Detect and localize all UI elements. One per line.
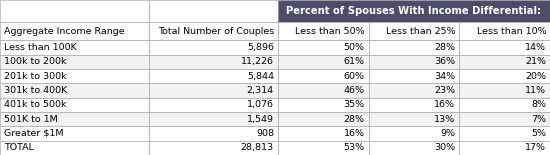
Bar	[459, 22, 550, 40]
Bar	[459, 141, 550, 155]
Text: 501K to 1M: 501K to 1M	[4, 115, 58, 124]
Text: 17%: 17%	[525, 143, 546, 152]
Text: 23%: 23%	[434, 86, 455, 95]
Bar	[278, 112, 368, 126]
Bar	[278, 40, 368, 55]
Text: 13%: 13%	[434, 115, 455, 124]
Bar	[148, 55, 278, 69]
Text: Less than 50%: Less than 50%	[295, 27, 365, 36]
Text: 16%: 16%	[344, 129, 365, 138]
Bar	[278, 22, 368, 40]
Bar	[459, 83, 550, 98]
Bar	[459, 98, 550, 112]
Text: 201k to 300k: 201k to 300k	[4, 72, 67, 81]
Bar	[0, 40, 148, 55]
Bar	[0, 126, 148, 141]
Bar	[459, 40, 550, 55]
Bar	[148, 22, 278, 40]
Bar	[0, 112, 148, 126]
Text: 46%: 46%	[344, 86, 365, 95]
Bar	[0, 69, 148, 83]
Bar	[148, 83, 278, 98]
Bar	[368, 112, 459, 126]
Text: 1,076: 1,076	[247, 100, 274, 109]
Text: Aggregate Income Range: Aggregate Income Range	[4, 27, 124, 36]
Bar	[0, 83, 148, 98]
Bar	[0, 141, 148, 155]
Bar	[278, 83, 368, 98]
Text: 35%: 35%	[344, 100, 365, 109]
Bar	[0, 98, 148, 112]
Bar	[278, 0, 550, 22]
Bar	[459, 126, 550, 141]
Text: 60%: 60%	[344, 72, 365, 81]
Text: 21%: 21%	[525, 57, 546, 66]
Bar	[368, 69, 459, 83]
Text: 28,813: 28,813	[241, 143, 274, 152]
Text: 28%: 28%	[344, 115, 365, 124]
Bar	[278, 98, 368, 112]
Text: 100k to 200k: 100k to 200k	[4, 57, 67, 66]
Text: 1,549: 1,549	[247, 115, 274, 124]
Bar	[0, 55, 148, 69]
Text: 8%: 8%	[531, 100, 546, 109]
Bar	[278, 141, 368, 155]
Text: Total Number of Couples: Total Number of Couples	[158, 27, 274, 36]
Text: Less than 10%: Less than 10%	[476, 27, 546, 36]
Text: 9%: 9%	[441, 129, 455, 138]
Bar	[459, 112, 550, 126]
Bar	[148, 126, 278, 141]
Text: 5,844: 5,844	[247, 72, 274, 81]
Text: 14%: 14%	[525, 43, 546, 52]
Text: 34%: 34%	[434, 72, 455, 81]
Text: 5,896: 5,896	[247, 43, 274, 52]
Bar	[459, 55, 550, 69]
Text: Percent of Spouses With Income Differential:: Percent of Spouses With Income Different…	[287, 6, 541, 16]
Bar	[368, 22, 459, 40]
Text: Greater $1M: Greater $1M	[4, 129, 63, 138]
Bar	[368, 83, 459, 98]
Text: 16%: 16%	[434, 100, 455, 109]
Bar	[368, 55, 459, 69]
Bar	[0, 0, 148, 22]
Text: 5%: 5%	[531, 129, 546, 138]
Text: 61%: 61%	[344, 57, 365, 66]
Text: 908: 908	[256, 129, 274, 138]
Bar	[368, 126, 459, 141]
Text: 28%: 28%	[434, 43, 455, 52]
Bar	[0, 22, 148, 40]
Text: 50%: 50%	[344, 43, 365, 52]
Text: 2,314: 2,314	[247, 86, 274, 95]
Bar	[148, 0, 278, 22]
Text: 401k to 500k: 401k to 500k	[4, 100, 67, 109]
Bar	[148, 141, 278, 155]
Text: 11,226: 11,226	[241, 57, 274, 66]
Text: 30%: 30%	[434, 143, 455, 152]
Text: 11%: 11%	[525, 86, 546, 95]
Text: Less than 100K: Less than 100K	[4, 43, 76, 52]
Text: 53%: 53%	[344, 143, 365, 152]
Bar	[368, 98, 459, 112]
Bar	[148, 98, 278, 112]
Text: Less than 25%: Less than 25%	[386, 27, 455, 36]
Bar	[278, 69, 368, 83]
Text: TOTAL: TOTAL	[4, 143, 34, 152]
Bar	[459, 69, 550, 83]
Text: 36%: 36%	[434, 57, 455, 66]
Bar	[278, 126, 368, 141]
Bar	[148, 40, 278, 55]
Text: 301k to 400K: 301k to 400K	[4, 86, 67, 95]
Bar	[368, 40, 459, 55]
Text: 7%: 7%	[531, 115, 546, 124]
Bar	[368, 141, 459, 155]
Bar	[148, 112, 278, 126]
Text: 20%: 20%	[525, 72, 546, 81]
Bar	[148, 69, 278, 83]
Bar	[278, 55, 368, 69]
